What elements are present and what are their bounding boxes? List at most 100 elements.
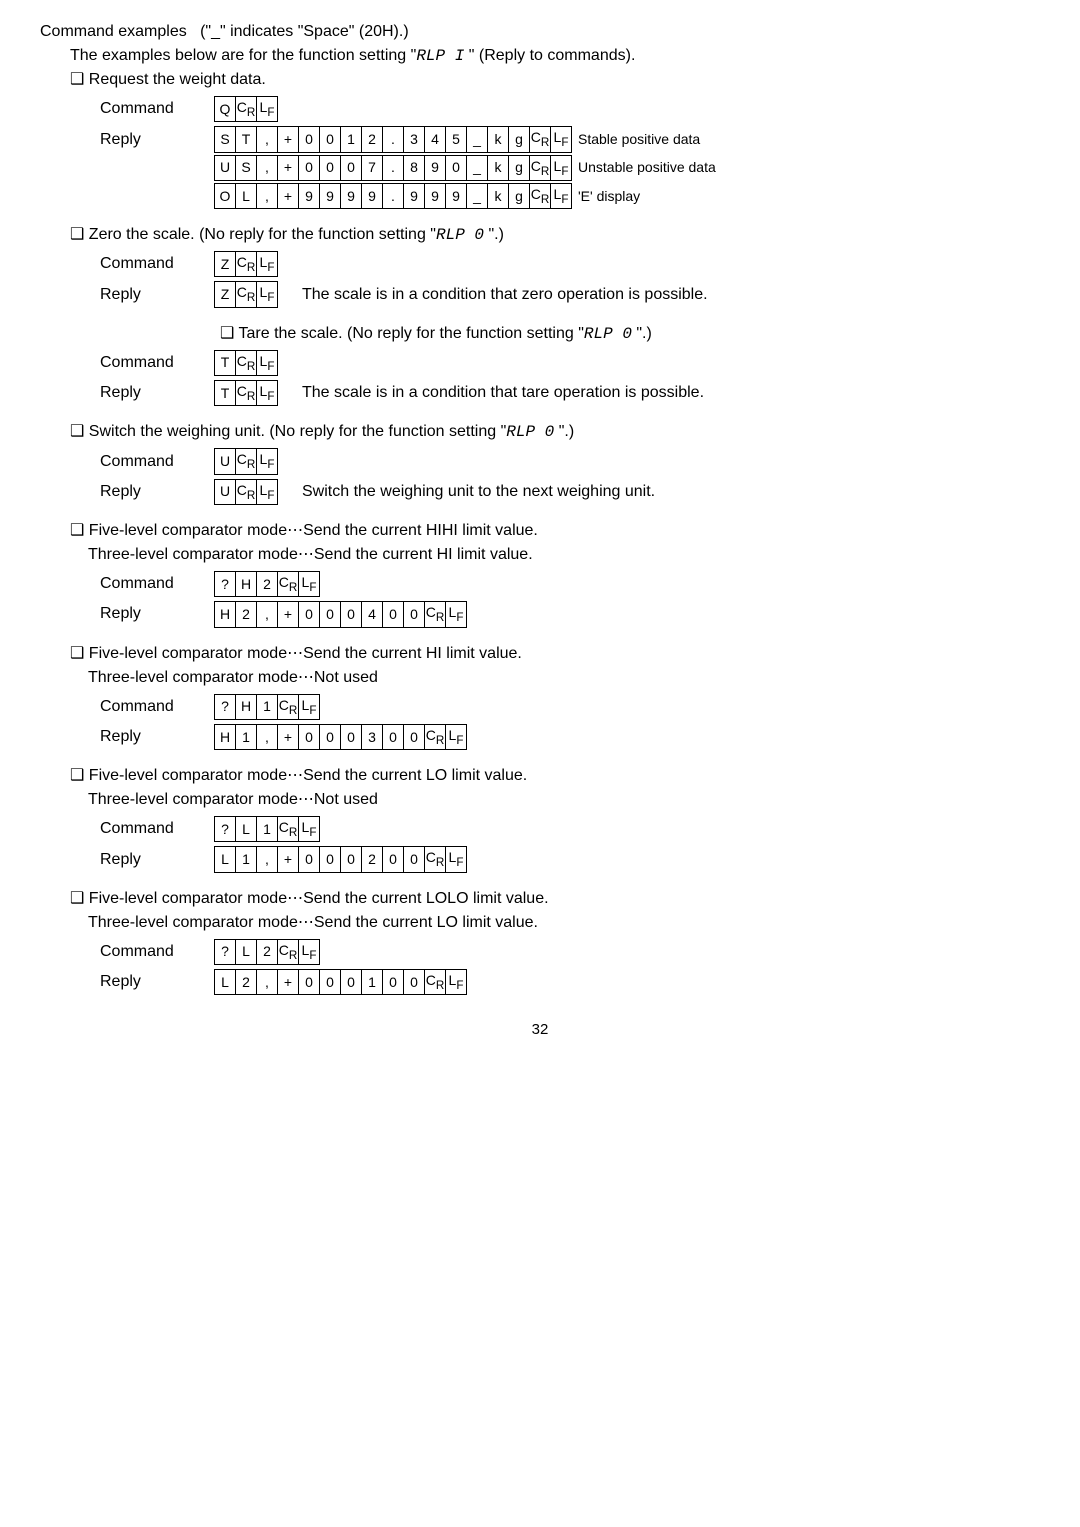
label-command: Command — [100, 940, 190, 964]
label-reply: Reply — [100, 381, 190, 405]
text: Zero the scale. (No reply for the functi… — [89, 226, 436, 243]
box-cell: U — [215, 155, 236, 180]
box-cell: 4 — [362, 602, 383, 627]
box-cell: CR — [530, 155, 551, 180]
box-cell: + — [278, 970, 299, 995]
box-cell: 0 — [383, 724, 404, 749]
box-cell: LF — [257, 381, 278, 406]
box-cell: LF — [446, 602, 467, 627]
box-cell: . — [383, 183, 404, 208]
box-cell: CR — [236, 479, 257, 504]
box-cell: CR — [425, 602, 446, 627]
box-cell: 0 — [299, 127, 320, 152]
box-cmd1: QCRLF — [214, 96, 278, 122]
box-cell: L — [236, 939, 257, 964]
trail-text: Stable positive data — [572, 127, 716, 152]
box-cell: 2 — [362, 847, 383, 872]
box-cell: g — [509, 183, 530, 208]
code: RLP 0 — [506, 423, 554, 441]
box-cell: 0 — [299, 847, 320, 872]
box-cell: Z — [215, 252, 236, 277]
box-cell: 9 — [362, 183, 383, 208]
box-cell: U — [215, 479, 236, 504]
page-number: 32 — [40, 1019, 1040, 1042]
box-cell: L — [215, 847, 236, 872]
label-reply: Reply — [100, 126, 190, 152]
box-cell: 0 — [383, 970, 404, 995]
box-cell: ? — [215, 817, 236, 842]
box-cell: 0 — [446, 155, 467, 180]
box-cmd4: UCRLF — [214, 448, 278, 474]
label-command: Command — [100, 572, 190, 596]
box-reply1a: ST,+0012.345_kgCRLFStable positive data — [214, 126, 716, 152]
bullet-five1b: Three-level comparator mode⋯Send the cur… — [88, 543, 1040, 567]
text: Switch the weighing unit. (No reply for … — [89, 423, 506, 440]
box-cell: + — [278, 602, 299, 627]
box-cell: LF — [257, 97, 278, 122]
box-reply7: L1,+000200CRLF — [214, 846, 467, 872]
box-reply1c: OL,+9999.999_kgCRLF'E' display — [214, 183, 716, 209]
box-cell: Q — [215, 97, 236, 122]
trail-text: Switch the weighing unit to the next wei… — [302, 480, 655, 504]
code: RLP 0 — [436, 226, 484, 244]
box-cell: S — [236, 155, 257, 180]
box-cell: 8 — [404, 155, 425, 180]
label-command: Command — [100, 351, 190, 375]
bullet-tare: Tare the scale. (No reply for the functi… — [220, 322, 1040, 346]
box-cmd5: ?H2CRLF — [214, 571, 320, 597]
box-cell: LF — [446, 847, 467, 872]
header-line: Command examples ("_" indicates "Space" … — [40, 20, 1040, 44]
box-cell: 9 — [446, 183, 467, 208]
box-cell: 7 — [362, 155, 383, 180]
label-command: Command — [100, 97, 190, 121]
box-cell: 0 — [404, 602, 425, 627]
box-cell: + — [278, 183, 299, 208]
text: The examples below are for the function … — [70, 47, 416, 64]
box-cell: S — [215, 127, 236, 152]
box-cell: ? — [215, 694, 236, 719]
label-reply: Reply — [100, 725, 190, 749]
box-cell: T — [236, 127, 257, 152]
trail-text: The scale is in a condition that tare op… — [302, 381, 704, 405]
box-cell: T — [215, 381, 236, 406]
box-cell: 0 — [299, 155, 320, 180]
label-command: Command — [100, 695, 190, 719]
box-cell: 9 — [341, 183, 362, 208]
box-cell: CR — [236, 449, 257, 474]
box-cmd3: TCRLF — [214, 350, 278, 376]
box-cell: + — [278, 847, 299, 872]
code: RLP I — [416, 47, 464, 65]
box-cell: CR — [425, 847, 446, 872]
box-cell: g — [509, 155, 530, 180]
bullet-five3a: Five-level comparator mode⋯Send the curr… — [70, 764, 1040, 788]
box-cell: LF — [299, 571, 320, 596]
box-cell: 9 — [425, 183, 446, 208]
label-reply: Reply — [100, 480, 190, 504]
box-cell: LF — [299, 817, 320, 842]
box-cell: LF — [299, 939, 320, 964]
box-cell: CR — [278, 694, 299, 719]
box-cell: 0 — [320, 127, 341, 152]
box-cell: k — [488, 127, 509, 152]
box-cell: LF — [257, 449, 278, 474]
box-cell: 0 — [320, 155, 341, 180]
box-cmd6: ?H1CRLF — [214, 694, 320, 720]
text: " (Reply to commands). — [464, 47, 635, 64]
box-cell: 4 — [425, 127, 446, 152]
box-cell: 0 — [383, 602, 404, 627]
box-cell: , — [257, 602, 278, 627]
box-cell: 0 — [299, 724, 320, 749]
box-cell: 9 — [425, 155, 446, 180]
box-cell: H — [215, 724, 236, 749]
bullet-request-weight: Request the weight data. — [70, 68, 1040, 92]
label-command: Command — [100, 817, 190, 841]
box-cell: 0 — [320, 724, 341, 749]
box-cell: H — [215, 602, 236, 627]
box-cmd8: ?L2CRLF — [214, 939, 320, 965]
box-cell: T — [215, 350, 236, 375]
header-line-2: The examples below are for the function … — [70, 44, 1040, 68]
box-cell: + — [278, 155, 299, 180]
box-cell: ? — [215, 571, 236, 596]
box-cell: CR — [236, 381, 257, 406]
box-cell: O — [215, 183, 236, 208]
